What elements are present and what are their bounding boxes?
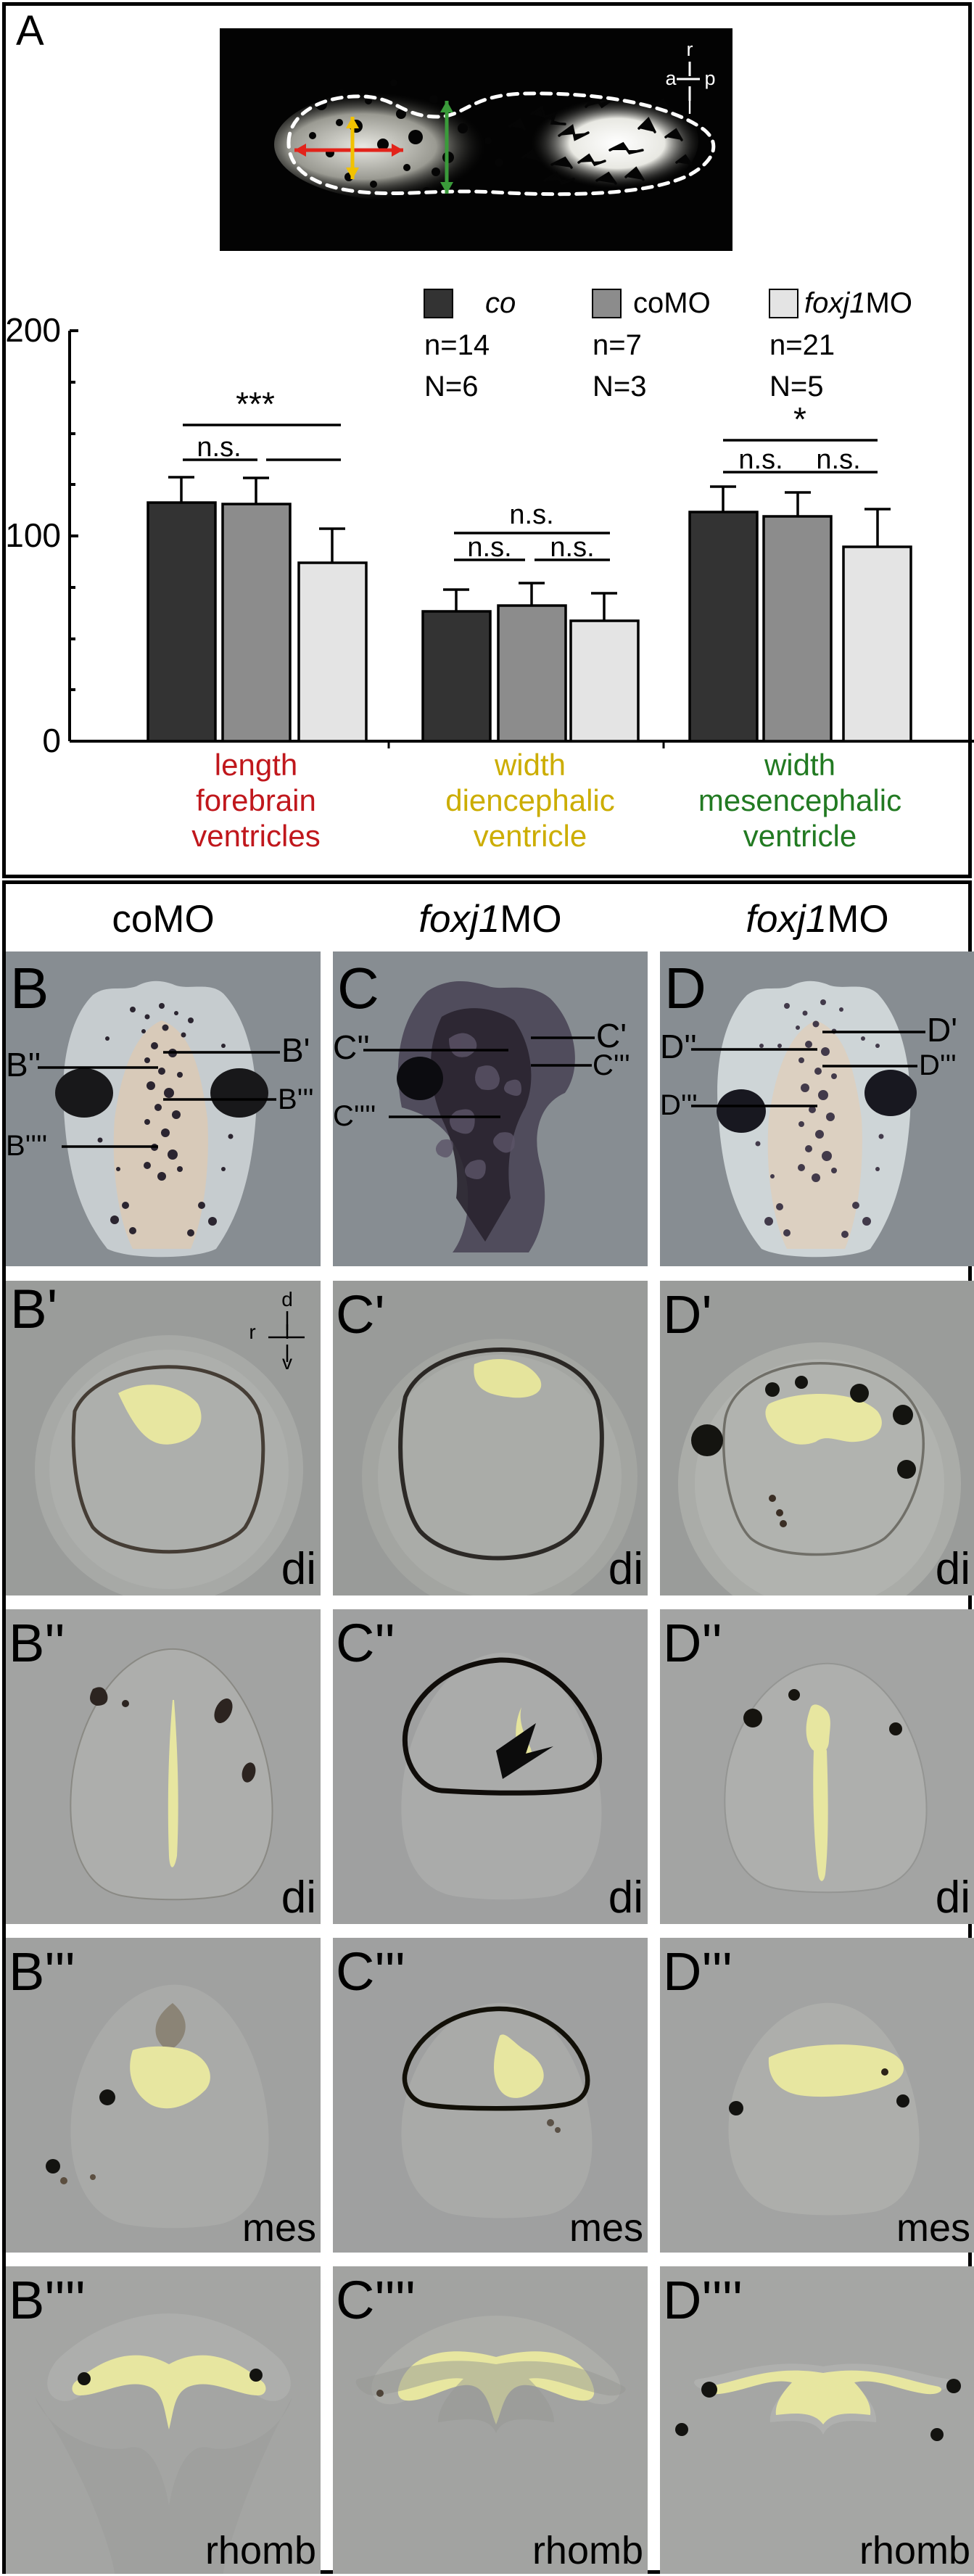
svg-text:di: di: [281, 1873, 316, 1923]
svg-text:n.s.: n.s.: [738, 445, 783, 475]
svg-text:ventricle: ventricle: [474, 819, 587, 853]
svg-text:p: p: [704, 67, 715, 89]
svg-text:D'''': D'''': [663, 2270, 743, 2330]
svg-text:B': B': [10, 1281, 57, 1340]
svg-text:B''': B''': [9, 1941, 75, 2002]
svg-text:r: r: [249, 1321, 255, 1343]
svg-text:C''': C''': [593, 1049, 630, 1081]
svg-text:C: C: [337, 956, 379, 1020]
svg-text:C'''': C'''': [333, 1100, 376, 1132]
svg-text:D'': D'': [663, 1613, 722, 1673]
svg-text:width: width: [494, 748, 566, 782]
svg-text:***: ***: [236, 385, 275, 423]
svg-text:100: 100: [6, 516, 61, 554]
svg-text:length: length: [215, 748, 297, 782]
svg-text:n.s.: n.s.: [816, 445, 860, 475]
svg-text:B': B': [281, 1031, 310, 1069]
svg-text:n.s.: n.s.: [467, 532, 511, 563]
svg-text:ventricles: ventricles: [191, 819, 320, 853]
svg-text:di: di: [608, 1873, 643, 1923]
svg-text:n.s.: n.s.: [509, 500, 553, 530]
svg-text:C'': C'': [333, 1028, 370, 1066]
svg-text:D': D': [663, 1284, 712, 1345]
svg-text:mes: mes: [569, 2206, 643, 2250]
svg-text:B'': B'': [6, 1046, 41, 1083]
svg-text:n=14: n=14: [424, 329, 490, 361]
svg-text:r: r: [687, 38, 693, 60]
svg-text:D''': D''': [919, 1049, 957, 1081]
svg-text:D: D: [664, 956, 706, 1020]
svg-text:mes: mes: [896, 2206, 970, 2250]
svg-text:C'': C'': [336, 1613, 395, 1673]
svg-text:N=5: N=5: [769, 371, 824, 402]
svg-text:n=7: n=7: [593, 329, 642, 361]
svg-text:D': D': [927, 1011, 957, 1049]
svg-text:rhomb: rhomb: [205, 2529, 316, 2572]
svg-text:a: a: [665, 67, 677, 89]
svg-text:B'': B'': [9, 1613, 65, 1673]
svg-text:n.s.: n.s.: [550, 532, 594, 563]
svg-text:0: 0: [42, 722, 61, 759]
svg-text:co: co: [485, 287, 516, 319]
svg-text:di: di: [936, 1544, 970, 1594]
svg-text:D''': D''': [660, 1089, 698, 1121]
svg-text:N=3: N=3: [593, 371, 647, 402]
svg-text:rhomb: rhomb: [859, 2529, 970, 2572]
svg-text:*: *: [793, 400, 806, 438]
svg-text:di: di: [936, 1873, 970, 1923]
svg-text:mes: mes: [242, 2206, 316, 2250]
svg-text:n.s.: n.s.: [197, 432, 241, 463]
svg-text:C''': C''': [336, 1941, 405, 2002]
svg-text:N=6: N=6: [424, 371, 479, 402]
svg-text:C'''': C'''': [336, 2270, 416, 2330]
svg-text:200: 200: [6, 311, 61, 349]
svg-text:foxj1MO: foxj1MO: [804, 287, 912, 319]
svg-text:B: B: [10, 956, 49, 1020]
svg-text:coMO: coMO: [633, 287, 711, 319]
svg-text:ventricle: ventricle: [743, 819, 857, 853]
svg-text:forebrain: forebrain: [196, 783, 316, 817]
svg-text:D''': D''': [663, 1941, 732, 2002]
svg-text:mesencephalic: mesencephalic: [698, 783, 901, 817]
svg-text:B'''': B'''': [9, 2270, 86, 2330]
svg-text:D'': D'': [660, 1028, 697, 1065]
svg-text:di: di: [608, 1544, 643, 1594]
svg-text:n=21: n=21: [769, 329, 835, 361]
svg-text:B'''': B'''': [6, 1130, 47, 1162]
svg-text:di: di: [281, 1544, 316, 1594]
svg-text:diencephalic: diencephalic: [445, 783, 615, 817]
svg-text:C': C': [336, 1284, 385, 1345]
svg-text:d: d: [281, 1288, 293, 1310]
svg-text:B''': B''': [278, 1083, 314, 1115]
svg-text:width: width: [764, 748, 835, 782]
svg-text:rhomb: rhomb: [532, 2529, 643, 2572]
